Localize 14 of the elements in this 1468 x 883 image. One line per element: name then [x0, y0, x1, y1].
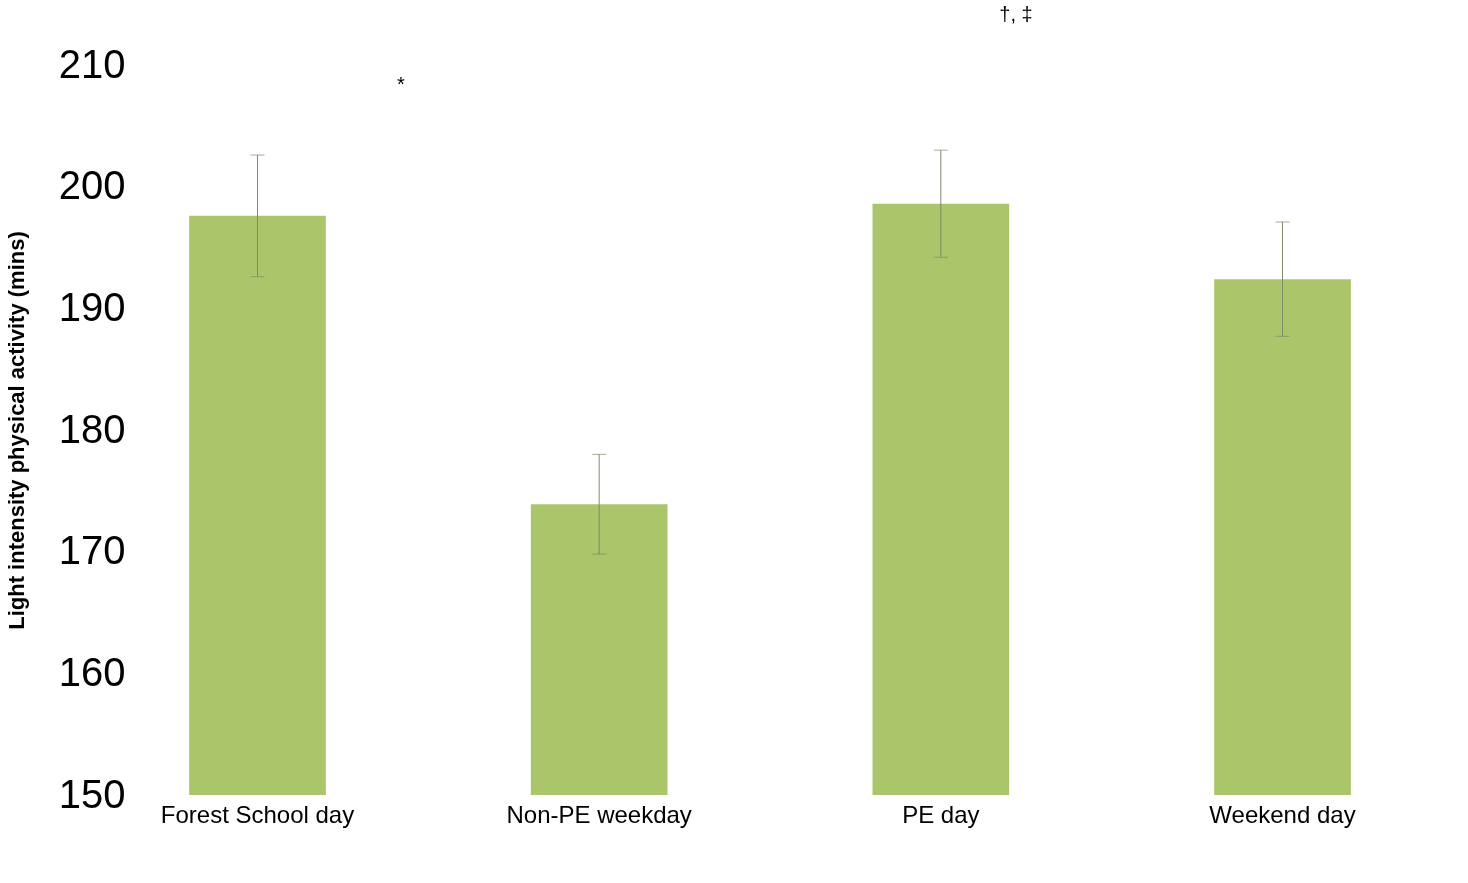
y-tick-label: 180 — [58, 406, 126, 451]
y-tick-label: 200 — [58, 163, 126, 208]
y-tick-label: 190 — [58, 284, 126, 329]
x-tick-label: Non-PE weekday — [506, 800, 692, 828]
y-tick-label: 150 — [58, 771, 126, 816]
y-tick-label: 210 — [58, 41, 126, 86]
x-tick-label: PE day — [902, 800, 980, 828]
annotation: * — [397, 73, 406, 95]
text: †, ‡ — [999, 3, 1033, 25]
y-axis-title: Light intensity physical activity (mins) — [3, 231, 29, 630]
x-tick-label: Weekend day — [1209, 800, 1356, 828]
y-tick-label: 160 — [58, 649, 126, 694]
y-tick-label: 170 — [58, 528, 126, 573]
x-tick-label: Forest School day — [160, 800, 355, 828]
